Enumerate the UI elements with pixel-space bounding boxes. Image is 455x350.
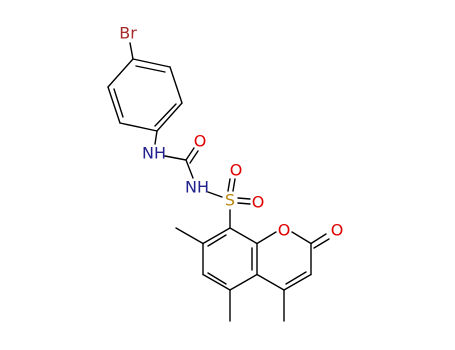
atom-label: NH <box>185 178 209 197</box>
atom-label: NH <box>142 144 166 163</box>
atom-label: Br <box>119 24 137 43</box>
atom-label: O <box>252 193 265 212</box>
bonds <box>107 42 330 322</box>
atom-label: O <box>331 221 344 240</box>
atom-label: O <box>230 161 243 180</box>
atom-label: O <box>194 132 207 151</box>
atom-label: O <box>278 221 291 240</box>
atom-label: S <box>225 191 235 210</box>
